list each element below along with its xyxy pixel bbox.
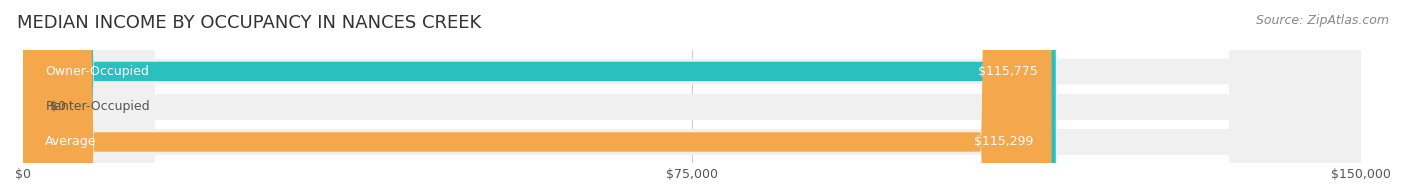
- Bar: [22, 59, 1361, 84]
- Bar: [22, 94, 1361, 120]
- Text: $115,299: $115,299: [974, 135, 1033, 149]
- Text: Owner-Occupied: Owner-Occupied: [45, 65, 149, 78]
- Text: $115,775: $115,775: [979, 65, 1038, 78]
- Text: Renter-Occupied: Renter-Occupied: [45, 100, 150, 113]
- Text: MEDIAN INCOME BY OCCUPANCY IN NANCES CREEK: MEDIAN INCOME BY OCCUPANCY IN NANCES CRE…: [17, 14, 481, 32]
- FancyBboxPatch shape: [22, 0, 1052, 196]
- FancyBboxPatch shape: [22, 0, 1361, 196]
- FancyBboxPatch shape: [22, 0, 1056, 196]
- Text: $0: $0: [49, 100, 66, 113]
- Text: Average: Average: [45, 135, 97, 149]
- FancyBboxPatch shape: [22, 0, 1361, 196]
- FancyBboxPatch shape: [22, 0, 1361, 196]
- Bar: [22, 129, 1361, 155]
- Text: Source: ZipAtlas.com: Source: ZipAtlas.com: [1256, 14, 1389, 27]
